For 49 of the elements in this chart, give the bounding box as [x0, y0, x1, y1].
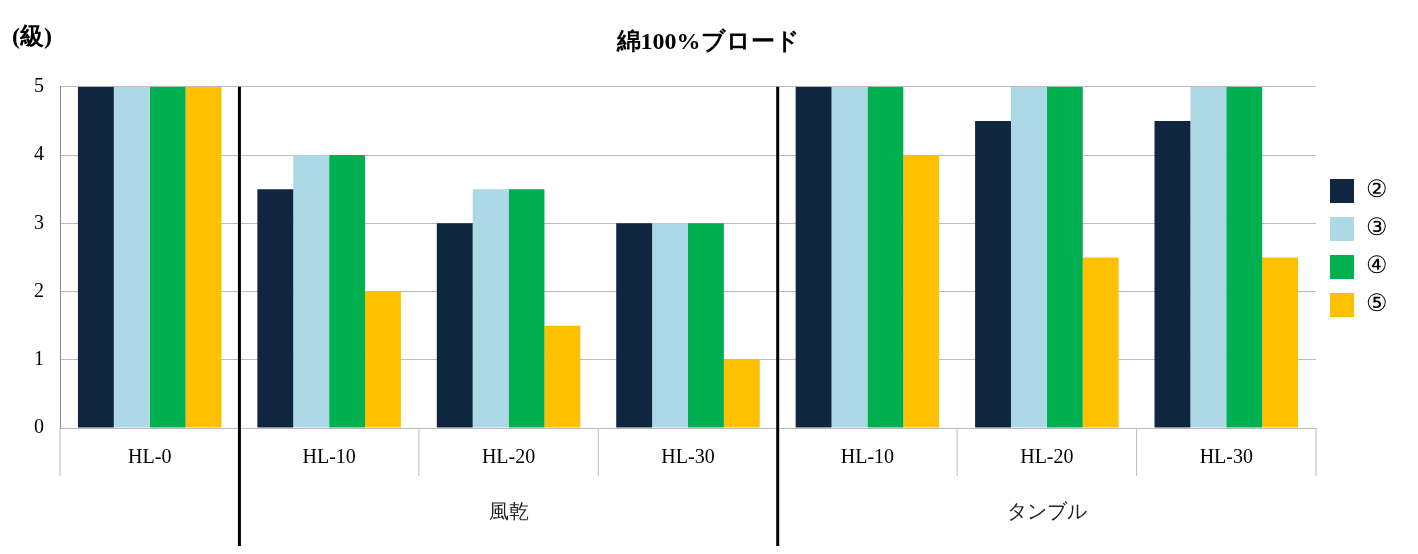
y-tick-label: 4	[34, 142, 44, 165]
bar	[544, 325, 581, 428]
legend-label: ④	[1366, 252, 1388, 279]
bar	[616, 223, 653, 428]
bar	[1046, 86, 1083, 428]
bar	[975, 120, 1011, 428]
x-tick-label: HL-20	[481, 445, 536, 468]
bar	[149, 86, 186, 428]
y-tick-label: 3	[34, 210, 44, 233]
bar	[508, 189, 545, 428]
bar	[293, 155, 330, 428]
x-tick-label: HL-30	[661, 445, 715, 468]
y-tick-label: 2	[34, 278, 44, 301]
legend-label: ⑤	[1366, 290, 1388, 317]
x-tick-label: HL-20	[1020, 445, 1074, 468]
bar	[831, 86, 868, 428]
bar	[723, 359, 760, 428]
x-tick-label: HL-10	[840, 445, 895, 468]
x-tick-label: HL-10	[302, 445, 356, 468]
bar	[1226, 86, 1263, 428]
text: タンブル	[1006, 500, 1087, 523]
x-tick-label: HL-30	[1199, 445, 1253, 468]
x-tick-label: HL-0	[128, 445, 172, 468]
y-axis-title: (級)	[12, 23, 52, 50]
bar	[652, 223, 688, 428]
y-tick-label: 5	[34, 74, 44, 97]
text: 風乾	[488, 500, 529, 523]
bar	[1010, 86, 1047, 428]
bar	[365, 291, 401, 428]
bar	[257, 189, 294, 428]
bar	[472, 189, 509, 428]
bar	[185, 86, 222, 428]
chart-title: 綿100%ブロード	[615, 27, 800, 54]
legend-label: ②	[1366, 176, 1388, 203]
y-tick-label: 0	[34, 415, 44, 438]
bar	[795, 86, 832, 428]
bar	[329, 155, 366, 428]
legend-label: ③	[1366, 214, 1388, 241]
bar	[903, 155, 940, 428]
bar	[1082, 257, 1119, 428]
y-tick-label: 1	[34, 347, 44, 370]
bar	[688, 223, 724, 428]
bar	[1262, 257, 1299, 428]
bar	[1190, 86, 1227, 428]
bar	[113, 86, 150, 428]
bar	[867, 86, 904, 428]
bar	[436, 223, 473, 428]
bar	[1154, 120, 1191, 428]
bar	[77, 86, 114, 428]
